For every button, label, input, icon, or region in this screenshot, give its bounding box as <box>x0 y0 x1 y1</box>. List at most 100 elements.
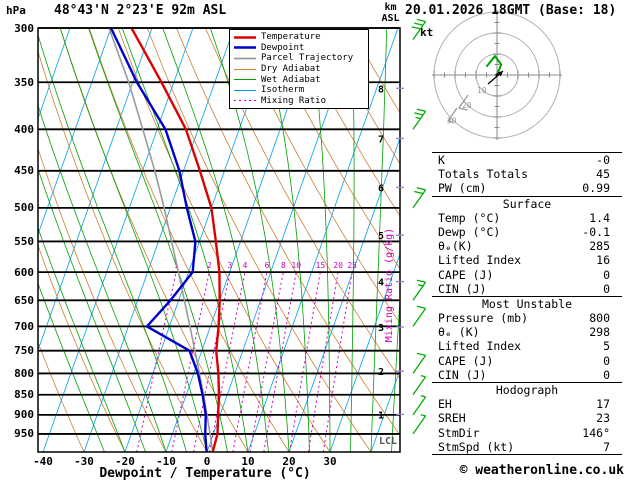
wind-barb <box>412 108 427 130</box>
datetime-title: 20.01.2026 18GMT (Base: 18) <box>405 3 617 18</box>
legend-item-label: Wet Adiabat <box>261 74 321 85</box>
table-row: θₑ(K) 285 <box>432 239 622 253</box>
km-tick-label: 7 <box>378 135 384 146</box>
table-row: Dewp (°C) -0.1 <box>432 225 622 239</box>
legend-line-swatch <box>234 68 256 70</box>
km-asl-ticks: 1 2 3 4 5 6 7 8 <box>378 84 404 421</box>
table-row-value: 285 <box>589 239 610 254</box>
table-row-value: 0 <box>603 281 610 296</box>
table-row-value: 0 <box>603 353 610 368</box>
table-section-header: Surface <box>502 196 552 211</box>
table-row-value: 0.99 <box>582 181 610 196</box>
mixing-ratio-axis-label: Mixing Ratio (g/kg) <box>384 228 395 342</box>
table-separator <box>432 152 622 153</box>
pressure-tick-label: 950 <box>14 427 34 441</box>
table-row-label: θₑ(K) <box>438 239 473 254</box>
legend-item: Wet Adiabat <box>233 74 365 85</box>
table-row-label: Lifted Index <box>438 253 522 268</box>
pressure-tick-label: 800 <box>14 366 34 380</box>
legend-item-label: Dry Adiabat <box>261 64 321 75</box>
table-row-value: 45 <box>596 167 610 182</box>
table-row: Lifted Index 16 <box>432 253 622 267</box>
table-row-value: 0 <box>603 367 610 382</box>
credit-text: © weatheronline.co.uk <box>459 463 624 478</box>
table-row-label: StmDir <box>438 425 480 440</box>
table-row-value: 298 <box>589 325 610 340</box>
wind-barb <box>412 414 427 435</box>
table-row-value: 146° <box>582 425 610 440</box>
hodograph-ring-label: 20 <box>462 101 472 110</box>
table-row-label: EH <box>438 397 452 412</box>
legend-item: Dewpoint <box>233 43 365 54</box>
table-row-label: Dewp (°C) <box>438 224 501 239</box>
legend-item-label: Isotherm <box>261 85 305 96</box>
legend-line-swatch <box>234 46 256 50</box>
mixing-ratio-value-label: 6 <box>265 261 270 270</box>
table-row-label: SREH <box>438 411 466 426</box>
wind-barb <box>458 94 469 111</box>
table-row: PW (cm) 0.99 <box>432 181 622 195</box>
temp-tick-label: -40 <box>33 455 53 468</box>
legend-item: Dry Adiabat <box>233 64 365 75</box>
legend-line-swatch <box>234 35 256 39</box>
table-row-value: 1.4 <box>589 210 610 225</box>
table-row-value: -0.1 <box>582 224 610 239</box>
table-separator <box>432 295 622 297</box>
temp-tick-label: -30 <box>74 455 94 468</box>
table-row-label: CAPE (J) <box>438 353 494 368</box>
table-row-value: 0 <box>603 267 610 282</box>
table-row: Temp (°C) 1.4 <box>432 211 622 225</box>
mixing-ratio-value-label: 3 <box>227 261 232 270</box>
temp-tick-label: -10 <box>156 455 176 468</box>
table-row-label: CIN (J) <box>438 367 487 382</box>
km-unit-label: km <box>384 2 397 13</box>
table-row: EH 17 <box>432 397 622 411</box>
x-axis-title: Dewpoint / Temperature (°C) <box>99 466 311 481</box>
asl-unit-label: ASL <box>381 13 400 24</box>
km-tick-label: 8 <box>378 84 384 95</box>
storm-motion-arrowhead <box>497 71 503 77</box>
pressure-tick-label: 850 <box>14 388 34 402</box>
pressure-tick-label: 450 <box>14 164 34 178</box>
table-row-label: θₑ (K) <box>438 325 480 340</box>
mixing-ratio-value-label: 25 <box>347 261 357 270</box>
table-row-label: K <box>438 153 445 167</box>
table-row-label: Pressure (mb) <box>438 311 529 326</box>
mixing-ratio-value-label: 15 <box>316 261 326 270</box>
legend-item-label: Temperature <box>261 32 321 43</box>
mixing-ratio-value-label: 20 <box>333 261 343 270</box>
mixing-ratio-value-label: 2 <box>207 261 212 270</box>
table-row-value: 7 <box>603 439 610 454</box>
temp-tick-label: 10 <box>241 455 255 468</box>
table-section-header: Most Unstable <box>481 296 572 311</box>
legend-item: Parcel Trajectory <box>233 53 365 64</box>
wind-barb <box>411 18 427 40</box>
table-row: CIN (J) 0 <box>432 368 622 382</box>
temp-tick-label: 20 <box>282 455 296 468</box>
legend-line-swatch <box>234 79 256 81</box>
table-separator <box>432 195 622 197</box>
wind-barb <box>412 187 427 209</box>
table-separator <box>432 382 622 383</box>
wind-barb <box>447 107 458 123</box>
temp-tick-label: -20 <box>115 455 135 468</box>
km-tick-label: 6 <box>378 183 384 194</box>
pressure-tick-label: 700 <box>14 319 34 333</box>
table-row-value: 23 <box>596 411 610 426</box>
table-row: StmSpd (kt) 7 <box>432 440 622 454</box>
pressure-tick-label: 900 <box>14 408 34 422</box>
km-tick-label: 1 <box>378 410 384 421</box>
table-row: θₑ (K) 298 <box>432 325 622 339</box>
lcl-label: LCL <box>379 436 397 447</box>
table-row: Lifted Index 5 <box>432 339 622 353</box>
table-row-label: StmSpd (kt) <box>438 439 515 454</box>
wind-barb <box>412 279 427 301</box>
legend-item-label: Dewpoint <box>261 42 305 53</box>
pressure-tick-label: 550 <box>14 234 34 248</box>
legend-item-label: Mixing Ratio <box>261 95 327 106</box>
table-row: CAPE (J) 0 <box>432 354 622 368</box>
km-tick-label: 2 <box>378 367 384 378</box>
pressure-tick-label: 400 <box>14 122 34 136</box>
km-tick-label: 4 <box>378 278 384 289</box>
